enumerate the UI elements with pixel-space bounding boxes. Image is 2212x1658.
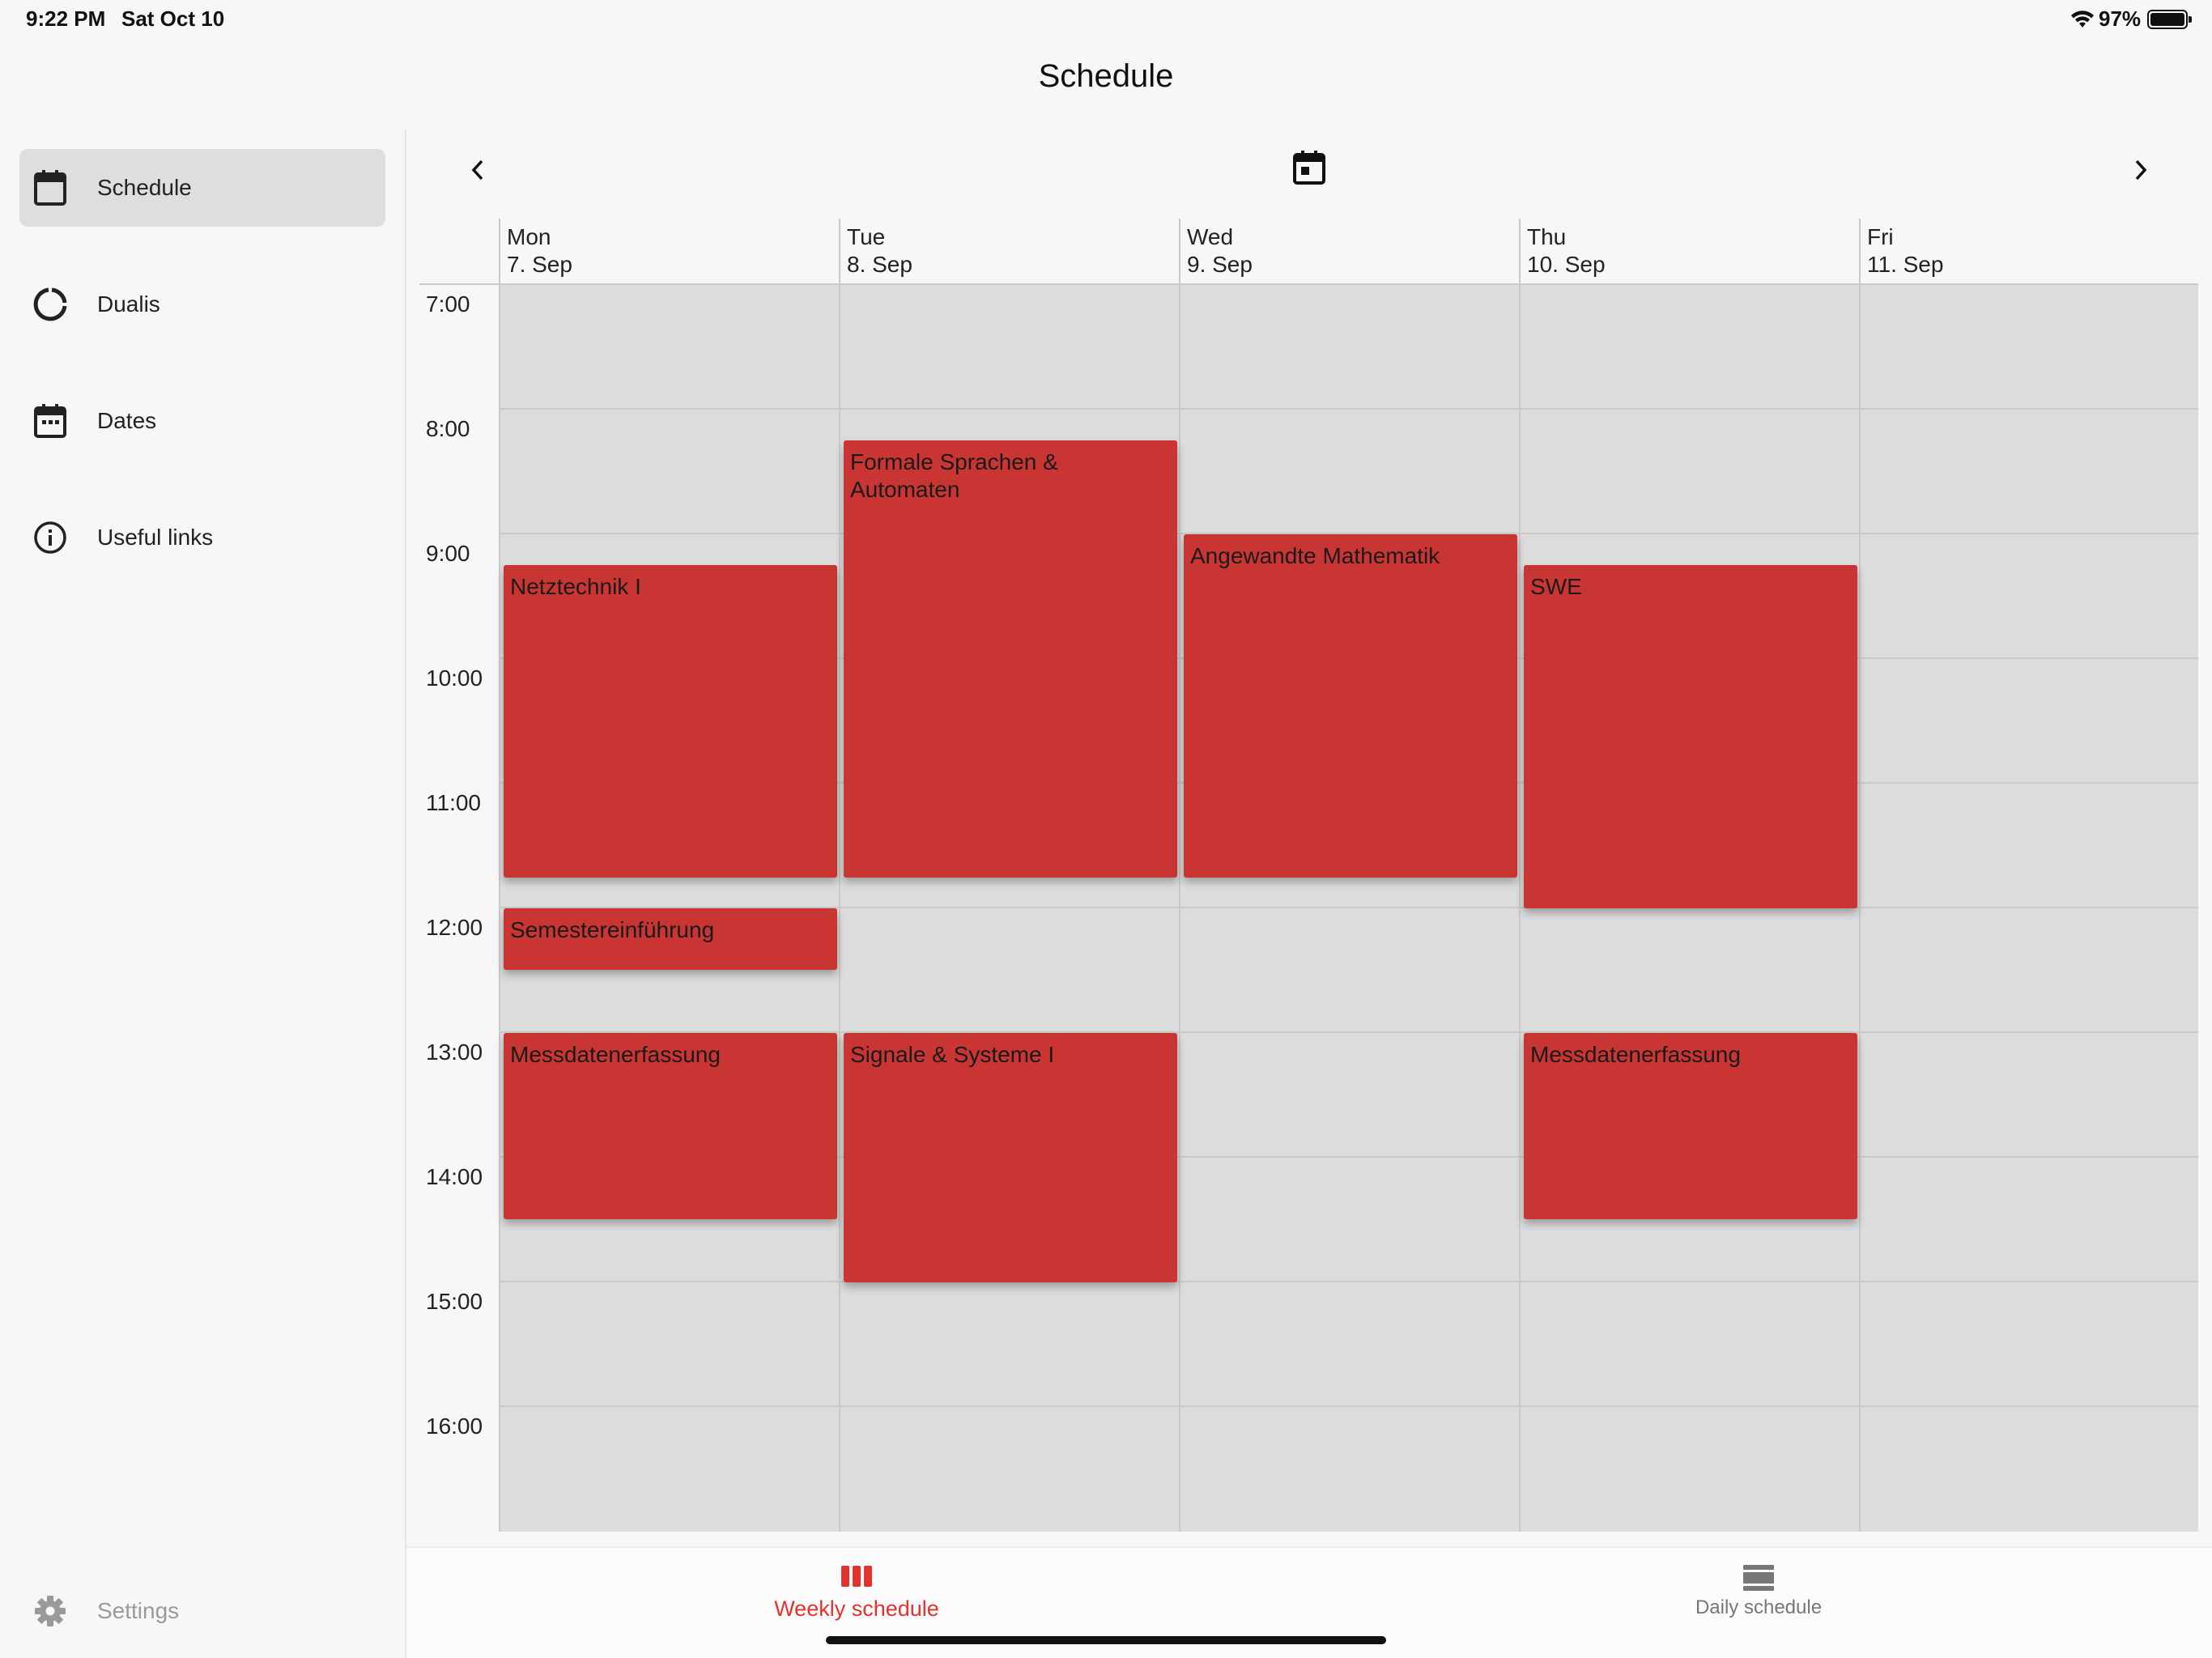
- event-title: Messdatenerfassung: [510, 1042, 721, 1067]
- calendar-dots-icon: [32, 403, 68, 439]
- event-title: Netztechnik I: [510, 574, 641, 599]
- sidebar-item-dualis[interactable]: Dualis: [19, 266, 385, 343]
- calendar-today-icon: [1293, 151, 1325, 185]
- hour-label: 16:00: [426, 1414, 483, 1439]
- sidebar-item-label: Useful links: [97, 525, 214, 550]
- hour-label: 11:00: [426, 790, 481, 815]
- wifi-icon: [2071, 11, 2094, 28]
- day-date: 11. Sep: [1867, 252, 1944, 277]
- day-date: 10. Sep: [1527, 252, 1606, 277]
- hour-label: 10:00: [426, 665, 483, 691]
- week-view-icon: [840, 1564, 873, 1590]
- day-header-thu: Thu 10. Sep: [1527, 223, 1867, 278]
- previous-week-button[interactable]: [458, 151, 497, 189]
- sidebar-item-schedule[interactable]: Schedule: [19, 149, 385, 227]
- sidebar-divider: [405, 130, 406, 1658]
- event-card[interactable]: Signale & Systeme I: [844, 1033, 1177, 1282]
- chevron-right-icon: [2135, 159, 2147, 181]
- hour-label: 14:00: [426, 1164, 483, 1189]
- hour-label: 15:00: [426, 1289, 483, 1314]
- day-date: 7. Sep: [507, 252, 572, 277]
- event-card[interactable]: Formale Sprachen & Automaten: [844, 440, 1177, 878]
- tab-label: Daily schedule: [1695, 1596, 1823, 1618]
- event-card[interactable]: Angewandte Mathematik: [1184, 534, 1517, 878]
- sidebar-item-useful-links[interactable]: Useful links: [19, 499, 385, 576]
- day-weekday: Tue: [847, 224, 886, 249]
- battery-percent: 97%: [2099, 6, 2142, 31]
- status-bar: 9:22 PM Sat Oct 10 97%: [0, 0, 2212, 39]
- hour-line: [500, 533, 2198, 534]
- hour-line: [500, 1031, 2198, 1033]
- day-weekday: Wed: [1187, 224, 1234, 249]
- hour-line: [500, 907, 2198, 908]
- info-icon: [32, 520, 68, 555]
- today-button[interactable]: [1291, 149, 1328, 186]
- event-title: Semestereinführung: [510, 917, 715, 942]
- day-header-fri: Fri 11. Sep: [1867, 223, 2207, 278]
- tab-label: Weekly schedule: [774, 1596, 939, 1621]
- day-column-line: [1179, 219, 1180, 1532]
- calendar-icon: [32, 170, 68, 206]
- hour-label: 8:00: [426, 416, 470, 441]
- event-title: SWE: [1530, 574, 1582, 599]
- sidebar-item-label: Dualis: [97, 291, 160, 317]
- event-title: Angewandte Mathematik: [1190, 543, 1440, 568]
- day-date: 8. Sep: [847, 252, 912, 277]
- next-week-button[interactable]: [2121, 151, 2160, 189]
- day-header-tue: Tue 8. Sep: [847, 223, 1187, 278]
- event-card[interactable]: SWE: [1524, 565, 1857, 908]
- day-header-wed: Wed 9. Sep: [1187, 223, 1527, 278]
- page-title: Schedule: [1038, 58, 1174, 94]
- event-title: Formale Sprachen & Automaten: [850, 449, 1058, 502]
- hour-line: [500, 408, 2198, 410]
- hour-label: 12:00: [426, 915, 483, 940]
- day-column-line: [499, 219, 500, 1532]
- day-view-icon: [1742, 1564, 1775, 1591]
- hour-label: 9:00: [426, 541, 470, 566]
- day-weekday: Fri: [1867, 224, 1894, 249]
- event-card[interactable]: Messdatenerfassung: [504, 1033, 837, 1219]
- tab-daily-schedule[interactable]: Daily schedule: [1597, 1564, 1921, 1619]
- day-weekday: Thu: [1527, 224, 1567, 249]
- sidebar-item-dates[interactable]: Dates: [19, 382, 385, 460]
- event-title: Messdatenerfassung: [1530, 1042, 1741, 1067]
- hour-line: [500, 1405, 2198, 1407]
- sidebar-item-label: Schedule: [97, 175, 192, 200]
- status-time: 9:22 PM: [26, 6, 106, 31]
- day-column-line: [1859, 219, 1861, 1532]
- progress-ring-icon: [32, 287, 68, 322]
- day-header-mon: Mon 7. Sep: [507, 223, 847, 278]
- event-card[interactable]: Messdatenerfassung: [1524, 1033, 1857, 1219]
- sidebar-item-label: Dates: [97, 408, 157, 433]
- day-date: 9. Sep: [1187, 252, 1253, 277]
- status-date: Sat Oct 10: [121, 6, 225, 31]
- event-card[interactable]: Netztechnik I: [504, 565, 837, 878]
- event-card[interactable]: Semestereinführung: [504, 908, 837, 970]
- gear-icon: [32, 1593, 68, 1629]
- hour-line: [500, 1156, 2198, 1158]
- chevron-left-icon: [471, 159, 483, 181]
- event-title: Signale & Systeme I: [850, 1042, 1055, 1067]
- day-column-line: [1519, 219, 1521, 1532]
- hour-label: 7:00: [426, 291, 470, 317]
- home-indicator[interactable]: [826, 1636, 1386, 1644]
- hour-line: [500, 1281, 2198, 1282]
- settings-button[interactable]: Settings: [32, 1593, 179, 1629]
- settings-label: Settings: [97, 1598, 180, 1623]
- battery-icon: [2147, 10, 2192, 29]
- tab-weekly-schedule[interactable]: Weekly schedule: [695, 1564, 1019, 1622]
- day-weekday: Mon: [507, 224, 551, 249]
- hour-label: 13:00: [426, 1039, 483, 1065]
- header-divider: [419, 283, 2198, 285]
- day-column-line: [839, 219, 840, 1532]
